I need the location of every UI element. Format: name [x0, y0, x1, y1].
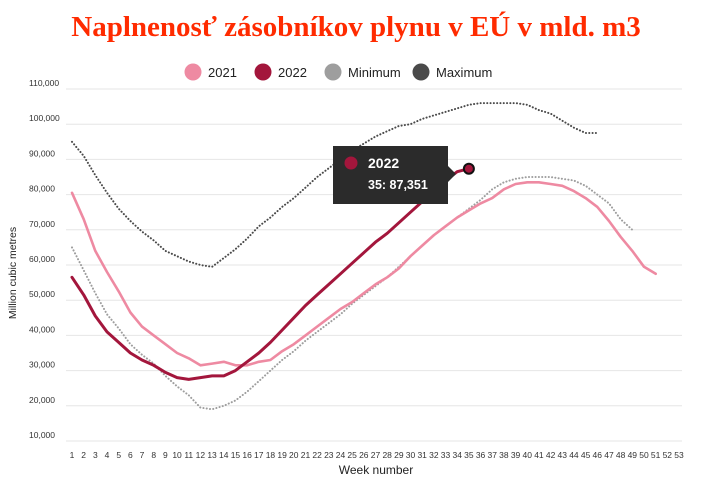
x-axis-label: Week number	[339, 463, 413, 477]
x-tick-label: 16	[242, 450, 252, 460]
chart-title: Naplnenosť zásobníkov plynu v EÚ v mld. …	[71, 10, 640, 43]
grid	[66, 88, 682, 442]
y-tick-label: 70,000	[29, 219, 55, 229]
x-tick-label: 28	[382, 450, 392, 460]
x-tick-label: 20	[289, 450, 299, 460]
y-tick-label: 60,000	[29, 254, 55, 264]
x-tick-label: 10	[172, 450, 182, 460]
x-tick-label: 23	[324, 450, 334, 460]
x-tick-label: 22	[312, 450, 322, 460]
x-tick-label: 46	[593, 450, 603, 460]
x-tick-label: 19	[277, 450, 287, 460]
x-tick-label: 51	[651, 450, 661, 460]
x-tick-label: 5	[116, 450, 121, 460]
x-tick-label: 6	[128, 450, 133, 460]
x-tick-label: 24	[336, 450, 346, 460]
x-tick-label: 48	[616, 450, 626, 460]
legend-item-2022[interactable]: 2022	[254, 63, 307, 81]
legend-item-maximum[interactable]: Maximum	[412, 63, 493, 81]
series-line-2021	[70, 181, 657, 367]
x-tick-label: 7	[140, 450, 145, 460]
x-tick-label: 17	[254, 450, 264, 460]
x-tick-label: 32	[429, 450, 439, 460]
x-tick-label: 25	[347, 450, 357, 460]
legend-label: Minimum	[348, 65, 401, 80]
x-tick-label: 13	[207, 450, 217, 460]
legend-marker	[184, 63, 202, 81]
x-axis-ticks: 1 2 3 4 5 6 7 8 9 10 11 12 13 14 15 16 17 18 19 20 21 22 23 24 2…	[70, 450, 684, 460]
x-tick-label: 11	[184, 450, 193, 460]
legend-label: Maximum	[436, 65, 492, 80]
legend-label: 2022	[278, 65, 307, 80]
x-tick-label: 9	[163, 450, 168, 460]
highlighted-point[interactable]	[462, 162, 475, 175]
x-tick-label: 52	[663, 450, 673, 460]
x-tick-label: 12	[196, 450, 206, 460]
x-tick-label: 43	[558, 450, 568, 460]
x-tick-label: 8	[151, 450, 156, 460]
x-tick-label: 18	[266, 450, 276, 460]
legend-item-2021[interactable]: 2021	[184, 63, 237, 81]
x-tick-label: 45	[581, 450, 591, 460]
x-tick-label: 41	[534, 450, 544, 460]
x-tick-label: 30	[406, 450, 416, 460]
x-tick-label: 42	[546, 450, 556, 460]
y-tick-label: 30,000	[29, 360, 55, 370]
x-tick-label: 37	[487, 450, 497, 460]
y-tick-label: 80,000	[29, 184, 55, 194]
legend-marker	[324, 63, 342, 81]
tooltip-box	[333, 146, 456, 204]
y-tick-label: 40,000	[29, 324, 55, 334]
tooltip-value: 35: 87,351	[368, 178, 428, 192]
x-tick-label: 3	[93, 450, 98, 460]
legend-marker	[254, 63, 272, 81]
x-tick-label: 35	[464, 450, 474, 460]
x-tick-label: 44	[569, 450, 579, 460]
x-tick-label: 53	[674, 450, 684, 460]
x-tick-label: 26	[359, 450, 369, 460]
x-tick-label: 21	[301, 450, 311, 460]
x-tick-label: 49	[628, 450, 638, 460]
series-line-2022	[70, 167, 471, 381]
series-line-maximum	[71, 102, 599, 268]
series-line-minimum	[71, 176, 634, 411]
y-axis-ticks: 10,000 20,000 30,000 40,000 50,000 60,000 70,0…	[29, 78, 60, 440]
y-axis-label: Million cubic metres	[7, 227, 19, 319]
x-tick-label: 36	[476, 450, 486, 460]
x-tick-label: 29	[394, 450, 404, 460]
series	[70, 102, 657, 411]
x-tick-label: 38	[499, 450, 509, 460]
y-tick-label: 90,000	[29, 148, 55, 158]
y-tick-label: 50,000	[29, 289, 55, 299]
x-tick-label: 2	[81, 450, 86, 460]
x-tick-label: 1	[70, 450, 75, 460]
tooltip-series-name: 2022	[368, 155, 399, 171]
y-tick-label: 100,000	[29, 113, 60, 123]
x-tick-label: 33	[441, 450, 451, 460]
x-tick-label: 34	[452, 450, 462, 460]
x-tick-label: 4	[105, 450, 110, 460]
x-tick-label: 40	[523, 450, 533, 460]
x-tick-label: 14	[219, 450, 229, 460]
legend-label: 2021	[208, 65, 237, 80]
x-tick-label: 50	[639, 450, 649, 460]
legend[interactable]: 2021 2022 Minimum Maximum	[184, 63, 493, 81]
x-tick-label: 47	[604, 450, 614, 460]
tooltip-series-dot	[344, 156, 358, 170]
x-tick-label: 39	[511, 450, 521, 460]
x-tick-label: 31	[417, 450, 427, 460]
legend-item-minimum[interactable]: Minimum	[324, 63, 401, 81]
x-tick-label: 15	[231, 450, 241, 460]
y-tick-label: 110,000	[29, 78, 59, 88]
tooltip: 2022 35: 87,351	[333, 146, 456, 204]
y-tick-label: 20,000	[29, 395, 55, 405]
legend-marker	[412, 63, 430, 81]
y-tick-label: 10,000	[29, 430, 55, 440]
x-tick-label: 27	[371, 450, 381, 460]
